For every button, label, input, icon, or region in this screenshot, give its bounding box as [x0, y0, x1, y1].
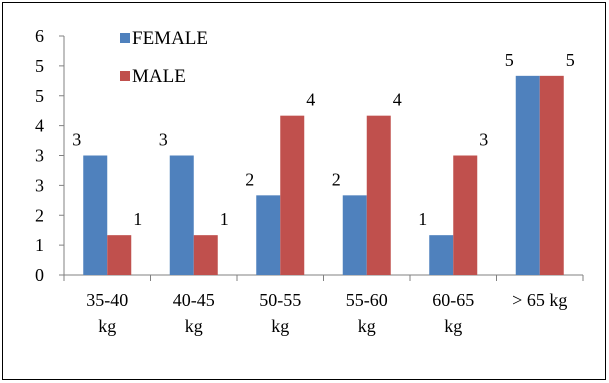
x-tick-label: 50-55 kg [259, 290, 301, 336]
data-label-male: 5 [566, 50, 575, 70]
bar-male [280, 115, 305, 276]
chart-axes [59, 35, 584, 281]
bar-male [107, 235, 132, 275]
bar-female [83, 155, 108, 275]
data-label-female: 1 [418, 209, 427, 229]
y-tick-label: 3 [35, 175, 44, 195]
data-label-male: 3 [479, 130, 488, 150]
y-tick-label: 6 [35, 26, 44, 46]
legend-label-male: MALE [132, 66, 186, 87]
y-tick-label: 2 [35, 205, 44, 225]
data-label-female: 2 [332, 169, 341, 189]
x-tick-label: 35-40 kg [86, 290, 128, 336]
legend-swatch-female [120, 33, 130, 43]
data-label-male: 1 [220, 209, 229, 229]
bar-female [342, 195, 367, 275]
data-label-female: 3 [159, 130, 168, 150]
bar-female [169, 155, 194, 275]
x-axis-tick-labels: 35-40 kg 40-45 kg 50-55 kg 55-60 kg 60-65 kg > 65 … [86, 290, 567, 336]
bar-male [366, 115, 391, 276]
bar-male [193, 235, 218, 275]
bar-male [539, 75, 564, 275]
data-label-female: 2 [245, 169, 254, 189]
y-axis-tick-labels: 0 1 2 3 3 4 5 5 6 [35, 26, 44, 285]
data-label-female: 3 [72, 130, 81, 150]
y-tick-label: 1 [35, 235, 44, 255]
y-tick-label: 4 [35, 116, 44, 136]
chart-bars [83, 75, 564, 276]
bar-female [429, 235, 454, 275]
x-tick-label: 55-60 kg [346, 290, 388, 336]
x-tick-label: 40-45 kg [173, 290, 215, 336]
x-tick-label: > 65 kg [512, 290, 567, 310]
bar-female [256, 195, 281, 275]
data-label-female: 5 [505, 50, 514, 70]
y-tick-label: 3 [35, 146, 44, 166]
y-tick-label: 5 [35, 56, 44, 76]
data-label-male: 4 [393, 90, 402, 110]
bar-female [515, 75, 540, 275]
bar-male [453, 155, 478, 275]
x-tick-label: 60-65 kg [432, 290, 474, 336]
y-tick-label: 0 [35, 265, 44, 285]
legend-swatch-male [120, 71, 130, 81]
y-tick-label: 5 [35, 86, 44, 106]
data-label-male: 4 [306, 90, 315, 110]
chart-legend: FEMALE MALE [120, 28, 208, 87]
legend-label-female: FEMALE [132, 28, 208, 49]
data-label-male: 1 [133, 209, 142, 229]
